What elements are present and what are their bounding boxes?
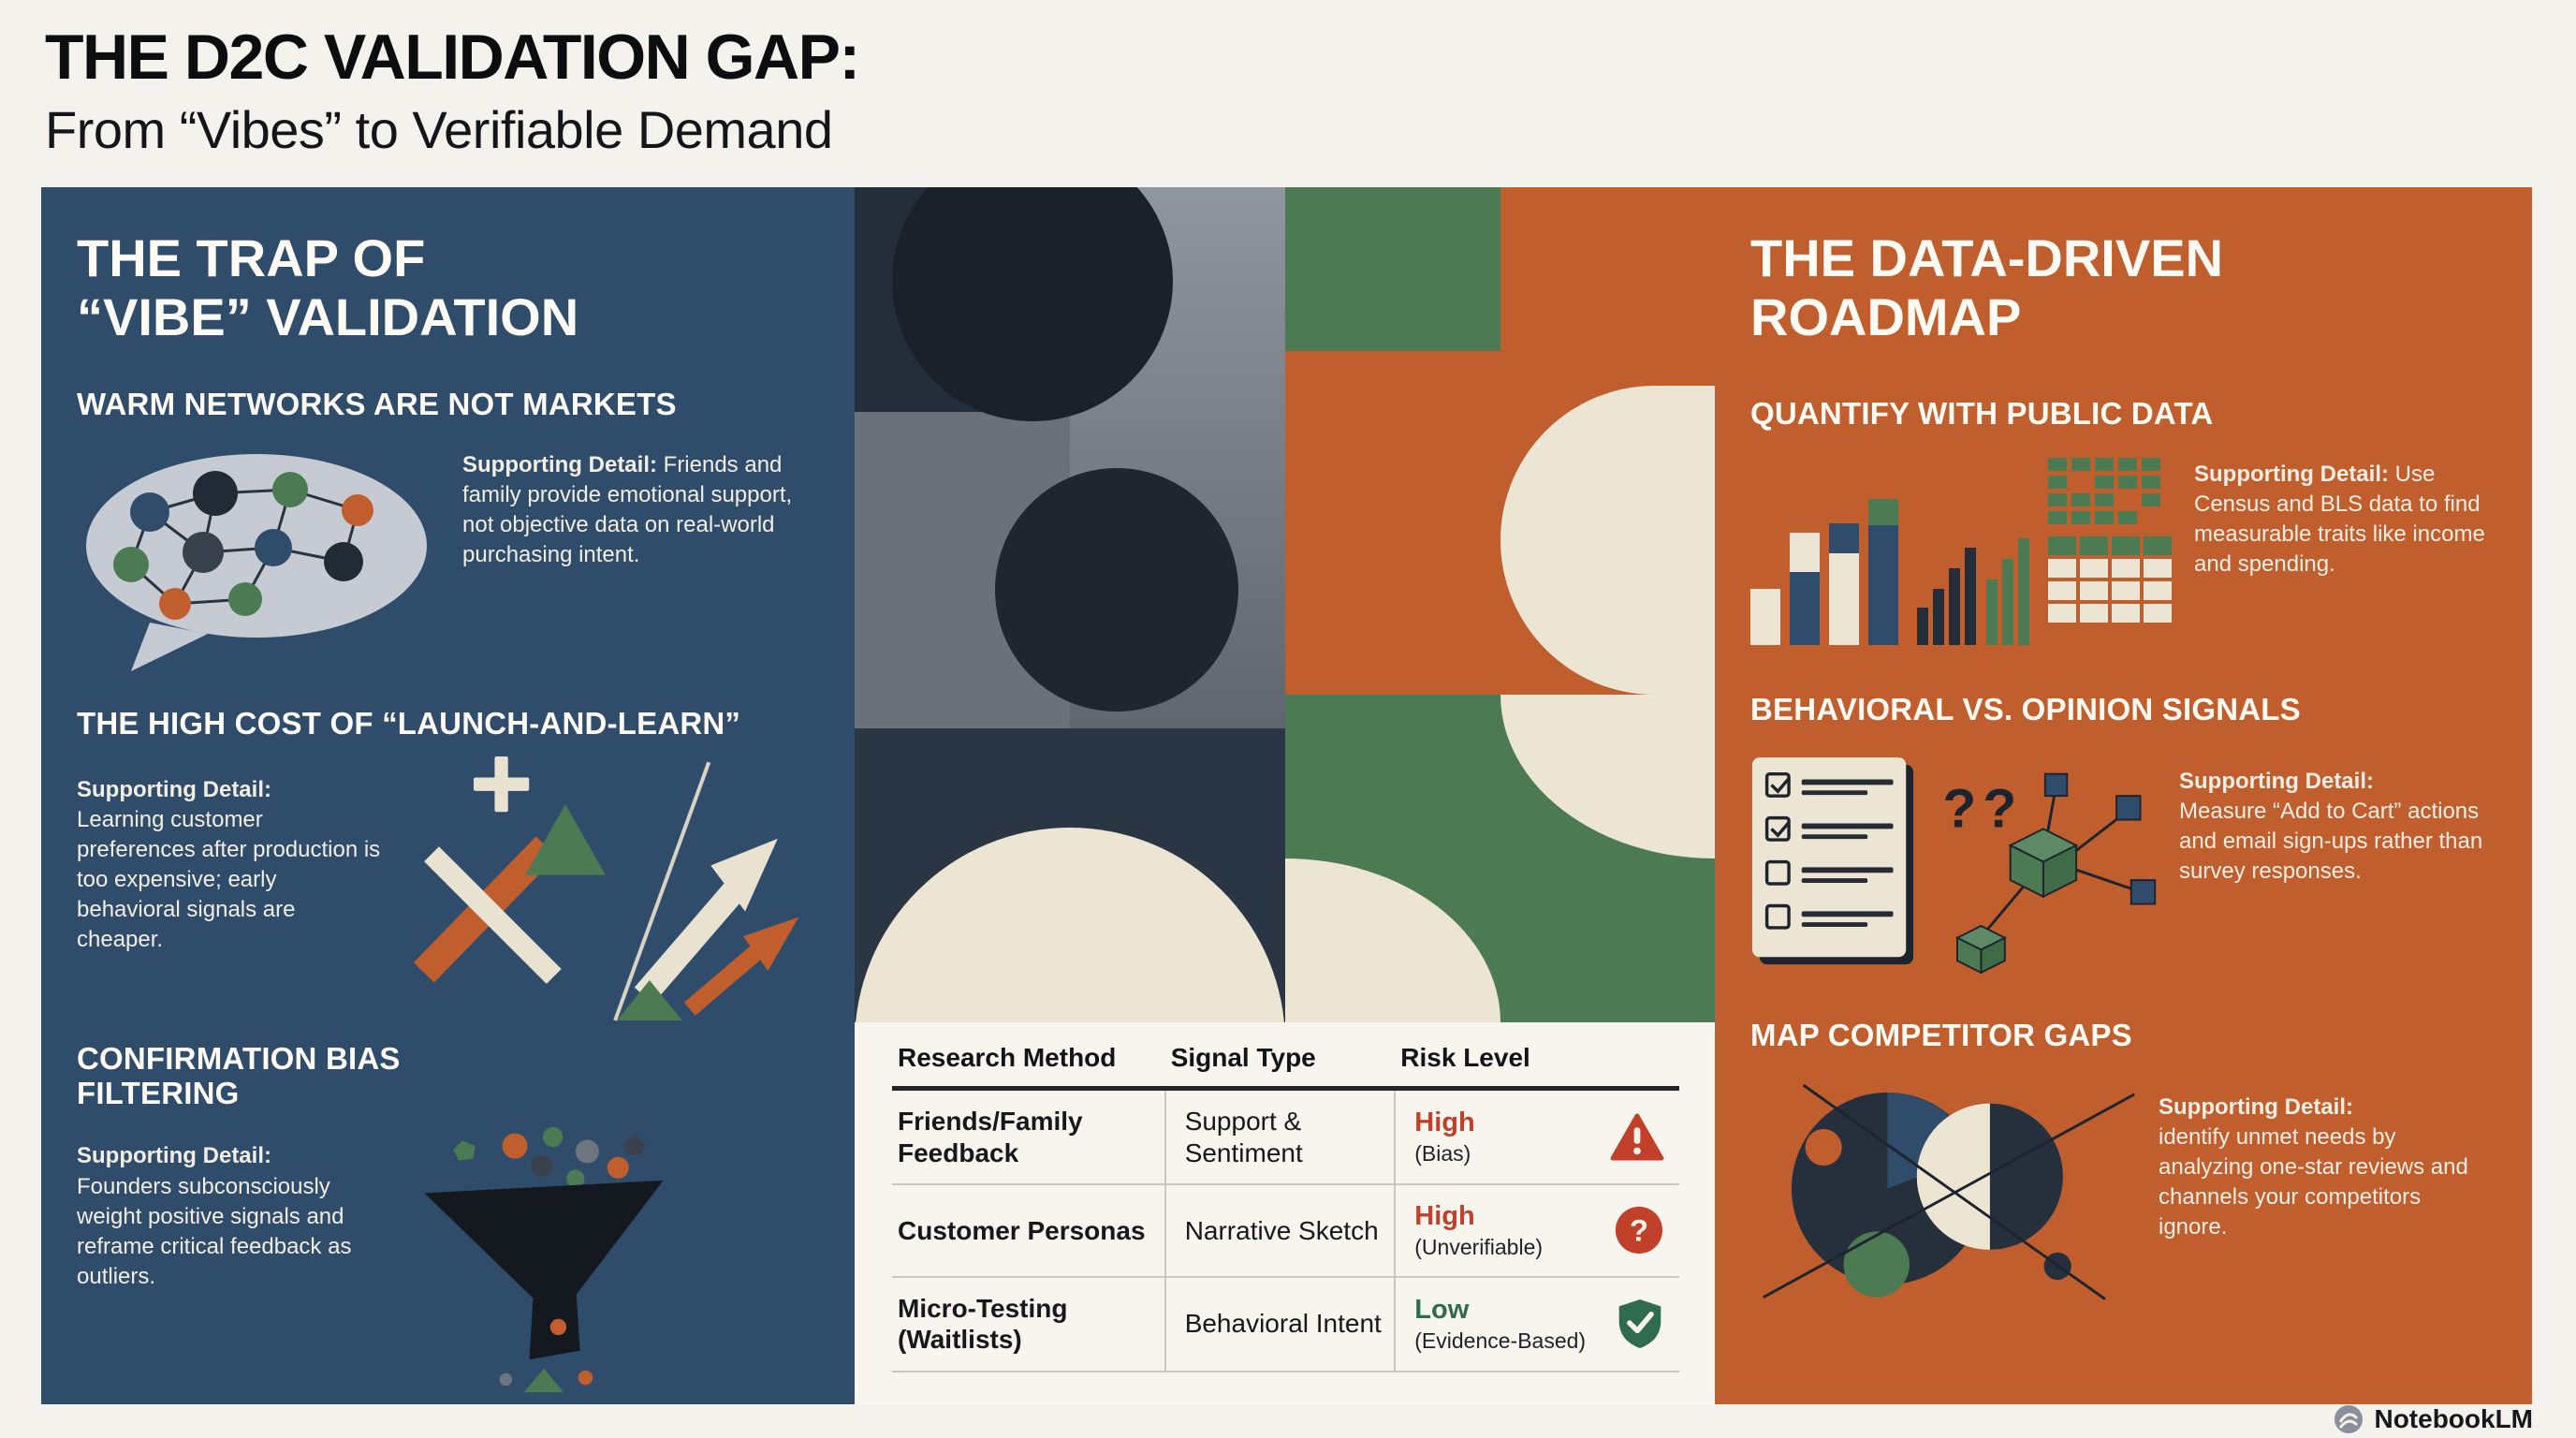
question-glyph: ? <box>1630 1213 1648 1248</box>
section-heading-competitor-gaps: MAP COMPETITOR GAPS <box>1750 1017 2132 1052</box>
confirmation-bias-row: Supporting Detail: Founders subconscious… <box>77 1123 819 1394</box>
left-panel-title-line1: THE TRAP OF <box>77 228 426 287</box>
right-panel-title-line1: THE DATA-DRIVEN <box>1750 228 2224 287</box>
question-circle-icon: ? <box>1615 1207 1663 1255</box>
supporting-detail: Supporting Detail: Learning customer pre… <box>77 775 386 956</box>
col-header-signal-type: Signal Type <box>1164 1035 1396 1091</box>
method-cell: Friends/Family Feedback <box>892 1088 1165 1186</box>
bias-funnel-illustration <box>424 1127 664 1393</box>
table-row: Friends/Family Feedback Support & Sentim… <box>892 1088 1679 1186</box>
method-cell: Customer Personas <box>892 1184 1165 1278</box>
warm-networks-row: Supporting Detail: Friends and family pr… <box>77 445 819 674</box>
risk-cell: Low (Evidence-Based) <box>1414 1294 1670 1354</box>
risk-text: High (Bias) <box>1414 1107 1474 1167</box>
behavioral-signals-row: ? ? <box>1750 752 2496 976</box>
signal-cell: Behavioral Intent <box>1164 1276 1396 1372</box>
risk-level-value: Low <box>1414 1294 1470 1325</box>
risk-text: High (Unverifiable) <box>1414 1200 1543 1260</box>
shield-check-icon <box>1618 1299 1661 1349</box>
supporting-detail: Supporting Detail: Measure “Add to Cart”… <box>2179 767 2488 888</box>
supporting-detail: Supporting Detail: Friends and family pr… <box>462 450 796 571</box>
section-heading-public-data: QUANTIFY WITH PUBLIC DATA <box>1750 395 2214 431</box>
risk-level-note: (Evidence-Based) <box>1414 1328 1587 1353</box>
question-glyph: ? <box>1983 778 2016 839</box>
notebooklm-logo-icon <box>2334 1405 2364 1433</box>
table-header-row: Research Method Signal Type Risk Level <box>892 1035 1679 1091</box>
risk-text: Low (Evidence-Based) <box>1414 1294 1586 1354</box>
page-subtitle: From “Vibes” to Verifiable Demand <box>45 100 833 159</box>
col-header-risk-level: Risk Level <box>1395 1035 1679 1091</box>
detail-label: Supporting Detail: <box>77 776 271 802</box>
right-panel-title-line2: ROADMAP <box>1750 287 2022 347</box>
table-row: Customer Personas Narrative Sketch High … <box>892 1184 1679 1278</box>
geo-shape <box>995 468 1238 712</box>
method-cell: Micro-Testing (Waitlists) <box>892 1276 1165 1372</box>
competitor-gaps-row: Supporting Detail: identify unmet needs … <box>1750 1074 2496 1303</box>
risk-cell: High (Bias) <box>1414 1107 1670 1167</box>
network-speech-bubble-illustration <box>86 453 427 671</box>
header: THE D2C VALIDATION GAP: From “Vibes” to … <box>45 21 860 160</box>
detail-text: identify unmet needs by analyzing one-st… <box>2159 1123 2468 1240</box>
risk-level-value: High <box>1414 1201 1475 1232</box>
brand-wordmark: NotebookLM <box>2374 1404 2533 1433</box>
detail-text: Learning customer preferences after prod… <box>77 806 381 953</box>
risk-cell: High (Unverifiable) ? <box>1414 1200 1670 1260</box>
left-panel-title: THE TRAP OF “VIBE” VALIDATION <box>77 228 819 347</box>
page-title: THE D2C VALIDATION GAP: <box>45 22 860 93</box>
supporting-detail: Supporting Detail: Founders subconscious… <box>77 1141 386 1292</box>
footer: NotebookLM <box>2333 1403 2533 1435</box>
competitor-venn-illustration <box>1762 1083 2135 1300</box>
supporting-detail: Supporting Detail: identify unmet needs … <box>2159 1093 2477 1243</box>
risk-level-note: (Bias) <box>1414 1141 1471 1167</box>
risk-cell-td: High (Bias) <box>1394 1088 1679 1186</box>
detail-label: Supporting Detail: <box>462 451 657 477</box>
risk-cell-td: High (Unverifiable) ? <box>1394 1184 1679 1278</box>
detail-text: Friends and family provide emotional sup… <box>462 451 793 567</box>
detail-text: Founders subconsciously weight positive … <box>77 1173 352 1290</box>
section-heading-launch-and-learn: THE HIGH COST OF “LAUNCH-AND-LEARN” <box>77 705 741 741</box>
comparison-table-area: Research Method Signal Type Risk Level F… <box>855 1022 1715 1404</box>
detail-label: Supporting Detail: <box>2159 1093 2353 1120</box>
vibe-validation-panel: THE TRAP OF “VIBE” VALIDATION WARM NETWO… <box>41 187 855 1404</box>
risk-cell-td: Low (Evidence-Based) <box>1394 1276 1679 1372</box>
public-data-row: Supporting Detail: Use Census and BLS da… <box>1750 457 2496 645</box>
risk-level-note: (Unverifiable) <box>1414 1234 1544 1259</box>
detail-label: Supporting Detail: <box>2194 461 2389 487</box>
center-panel: Research Method Signal Type Risk Level F… <box>855 187 1715 1404</box>
detail-label: Supporting Detail: <box>77 1143 271 1169</box>
table-row: Micro-Testing (Waitlists) Behavioral Int… <box>892 1276 1679 1372</box>
comparison-table: Research Method Signal Type Risk Level F… <box>892 1035 1679 1372</box>
public-data-bars-illustration <box>1750 457 2172 645</box>
checklist-and-network-illustration: ? ? <box>1751 756 2157 974</box>
supporting-detail: Supporting Detail: Use Census and BLS da… <box>2194 460 2494 580</box>
section-heading-confirmation-bias: CONFIRMATION BIAS FILTERING <box>77 1040 401 1111</box>
detail-text: Measure “Add to Cart” actions and email … <box>2179 798 2483 884</box>
left-panel-title-line2: “VIBE” VALIDATION <box>77 287 579 347</box>
signal-cell: Support & Sentiment <box>1164 1088 1396 1186</box>
crossed-arrows-growth-illustration <box>413 756 799 1021</box>
right-panel-title: THE DATA-DRIVEN ROADMAP <box>1750 228 2496 347</box>
geo-shape <box>892 187 1173 421</box>
question-glyph: ? <box>1942 778 1976 839</box>
signal-cell: Narrative Sketch <box>1164 1184 1396 1278</box>
risk-level-value: High <box>1414 1108 1475 1138</box>
geo-shape <box>1285 187 1500 351</box>
launch-and-learn-row: Supporting Detail: Learning customer pre… <box>77 755 819 1022</box>
section-heading-warm-networks: WARM NETWORKS ARE NOT MARKETS <box>77 386 677 421</box>
abstract-geometric-art <box>855 187 1715 1022</box>
detail-text: Use Census and BLS data to find measurab… <box>2194 461 2485 577</box>
data-driven-roadmap-panel: THE DATA-DRIVEN ROADMAP QUANTIFY WITH PU… <box>1715 187 2532 1404</box>
warning-triangle-icon <box>1610 1113 1664 1161</box>
section-heading-behavioral-signals: BEHAVIORAL VS. OPINION SIGNALS <box>1750 691 2301 726</box>
col-header-research-method: Research Method <box>892 1035 1165 1091</box>
detail-label: Supporting Detail: <box>2179 768 2374 794</box>
